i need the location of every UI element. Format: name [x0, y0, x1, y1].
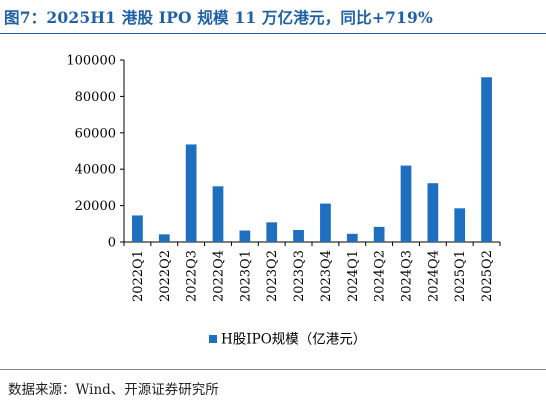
x-tick-label: 2022Q2: [158, 250, 173, 302]
y-tick-label: 0: [108, 236, 116, 251]
legend-swatch: [209, 335, 217, 343]
bar: [239, 230, 251, 242]
x-tick-label: 2022Q1: [131, 250, 146, 302]
x-tick-label: 2022Q3: [185, 250, 200, 302]
bar-chart: 0 20000 40000 60000 80000 100000 2022Q1 2022Q2 2…: [66, 54, 501, 348]
x-tick-label: 2024Q2: [373, 250, 388, 302]
bar: [454, 208, 466, 242]
x-tick-label: 2024Q4: [426, 250, 441, 302]
source-note: 数据来源：Wind、开源证券研究所: [8, 382, 219, 398]
bar: [212, 186, 224, 242]
y-tick-label: 20000: [75, 199, 116, 214]
x-tick-label: 2023Q1: [238, 250, 253, 302]
legend-label: H股IPO规模（亿港元）: [221, 332, 366, 348]
bar: [266, 222, 278, 242]
bar: [481, 77, 492, 242]
bar: [320, 203, 331, 242]
x-tick-label: 2022Q4: [212, 250, 227, 302]
bar: [185, 144, 197, 242]
x-tick-label: 2024Q3: [400, 250, 415, 302]
x-tick-label: 2024Q1: [346, 250, 361, 302]
source-rule: [0, 369, 546, 370]
bar: [400, 165, 412, 242]
x-tick-label: 2025Q1: [453, 250, 468, 302]
x-tick-label: 2023Q4: [319, 250, 334, 302]
y-tick-label: 60000: [75, 126, 116, 141]
chart-title: 图7：2025H1 港股 IPO 规模 11 万亿港元，同比+719%: [4, 8, 433, 27]
title-rule: [0, 33, 546, 34]
bar: [427, 183, 439, 242]
bar: [132, 215, 143, 242]
x-tick-label: 2023Q2: [265, 250, 280, 302]
y-tick-label: 100000: [66, 54, 116, 69]
bar: [373, 226, 385, 242]
y-tick-label: 80000: [75, 90, 116, 105]
bar: [293, 229, 304, 242]
bar: [158, 234, 170, 242]
y-tick-label: 40000: [75, 163, 116, 178]
bar: [346, 233, 358, 242]
x-tick-label: 2025Q2: [480, 250, 495, 302]
x-tick-label: 2023Q3: [292, 250, 307, 302]
